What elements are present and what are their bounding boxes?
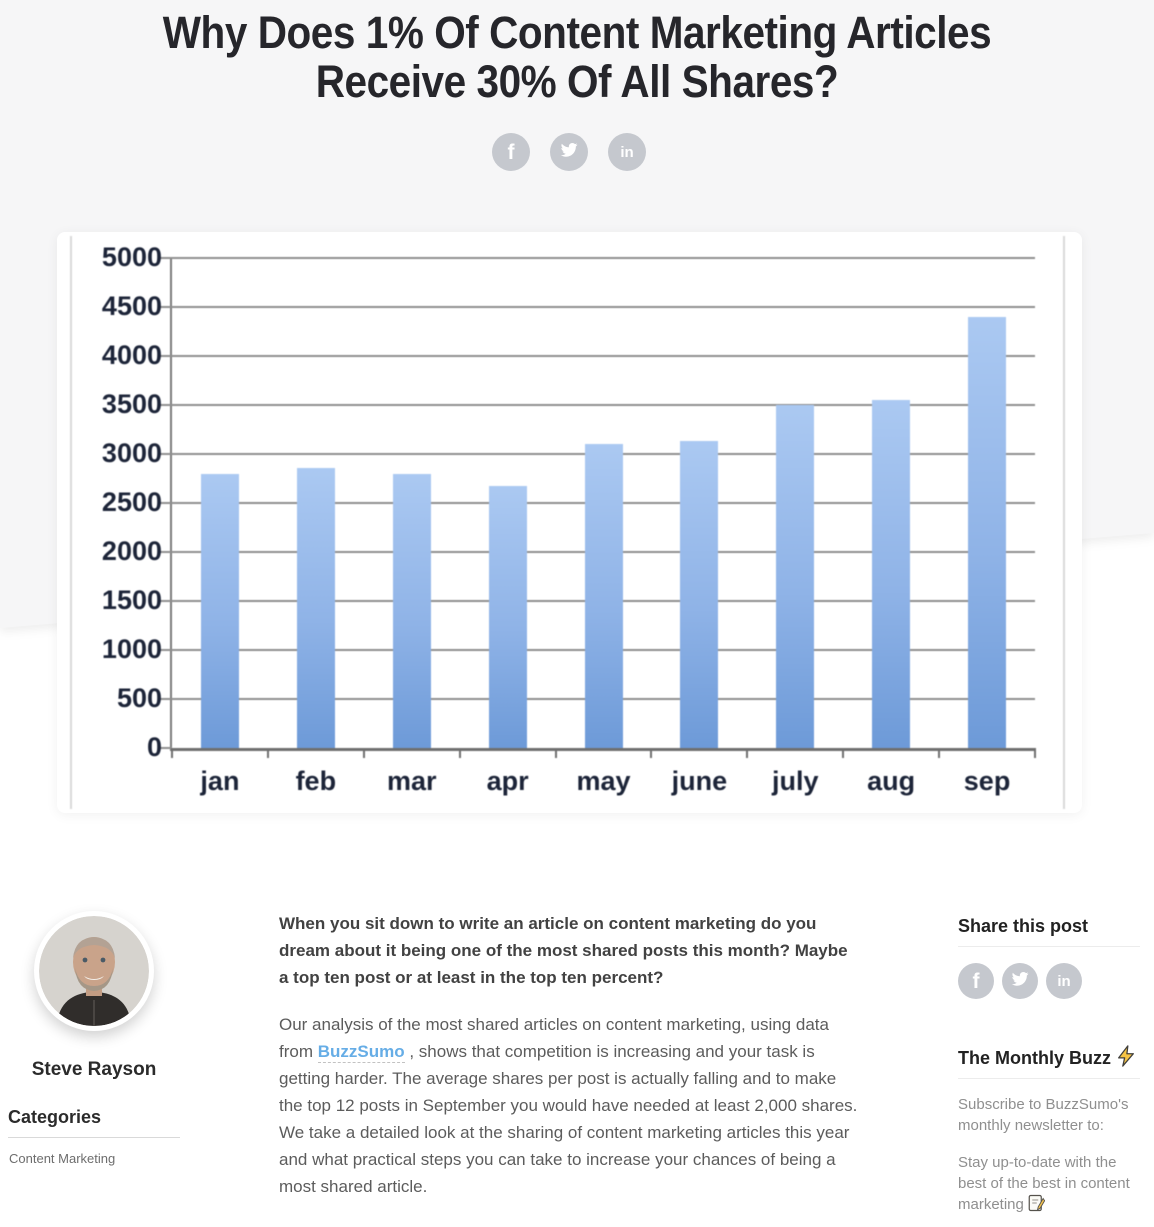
newsletter-benefit-text-inner: Stay up-to-date with the best of the bes… xyxy=(958,1154,1130,1213)
memo-icon xyxy=(1027,1194,1046,1218)
chart-x-tick xyxy=(842,748,845,758)
linkedin-icon: in xyxy=(620,143,634,161)
chart-y-tick xyxy=(160,257,172,259)
chart-x-axis xyxy=(170,748,1035,751)
linkedin-icon: in xyxy=(1057,972,1071,990)
chart-x-tick xyxy=(938,748,941,758)
chart-x-tick-label: jan xyxy=(200,766,240,796)
author-name: Steve Rayson xyxy=(31,1059,157,1080)
chart-bar-feb xyxy=(296,467,335,748)
chart-gridline xyxy=(172,355,1035,357)
newsletter-subscribe-text: Subscribe to BuzzSumo's monthly newslett… xyxy=(958,1096,1129,1134)
chart-y-tick-label: 2000 xyxy=(101,536,162,566)
chart-bar-sep xyxy=(968,316,1007,748)
chart-gridline xyxy=(172,257,1035,259)
linkedin-share-button[interactable]: in xyxy=(1046,963,1082,999)
chart-x-tick-label: apr xyxy=(486,766,529,796)
chart-x-tick xyxy=(1034,748,1036,758)
chart-y-tick xyxy=(160,453,172,455)
twitter-share-button[interactable] xyxy=(550,133,588,171)
newsletter-benefit-text: Stay up-to-date with the best of the bes… xyxy=(958,1152,1144,1218)
chart-bar-mar xyxy=(392,473,431,748)
chart-x-tick xyxy=(266,748,269,758)
chart-x-tick xyxy=(458,748,461,758)
chart-y-tick-label: 4500 xyxy=(101,291,162,321)
chart-bar-may xyxy=(584,444,623,748)
category-link-content-marketing[interactable]: Content Marketing xyxy=(9,1151,116,1166)
chart-x-tick-label: may xyxy=(576,766,631,796)
chart-x-tick-label: mar xyxy=(386,766,437,796)
page-title-line2: Receive 30% Of All Shares? xyxy=(315,56,839,107)
chart-gridline xyxy=(172,404,1035,406)
paragraph-text: , shows that competition is increasing a… xyxy=(279,1042,858,1196)
categories-heading: Categories xyxy=(8,1107,102,1127)
chart-image-right-edge xyxy=(1063,236,1065,809)
chart-y-tick xyxy=(160,649,172,651)
twitter-icon xyxy=(560,141,578,164)
facebook-share-button[interactable]: f xyxy=(492,133,530,171)
bar-chart-image: 0 500 1000 1500 2000 2500 3000 3500 4000 4500 5000… xyxy=(57,232,1082,813)
chart-y-tick-label: 3500 xyxy=(101,389,162,419)
chart-y-tick-label: 1500 xyxy=(101,585,162,615)
monthly-buzz-heading-text: The Monthly Buzz xyxy=(958,1048,1111,1068)
chart-gridline xyxy=(172,306,1035,308)
chart-x-tick xyxy=(650,748,653,758)
chart-x-tick-label: sep xyxy=(963,766,1011,796)
chart-plot-area: 0 500 1000 1500 2000 2500 3000 3500 4000 4500 5000… xyxy=(102,244,1036,796)
chart-bar-june xyxy=(680,441,719,748)
chart-bar-aug xyxy=(872,400,911,748)
chart-y-tick-label: 4000 xyxy=(101,340,162,370)
paragraph-text: Our analysis of the most shared articles… xyxy=(279,1015,829,1061)
chart-y-axis xyxy=(170,258,172,750)
chart-y-tick xyxy=(160,747,172,749)
chart-x-tick-label: aug xyxy=(867,766,916,796)
top-share-row: f in xyxy=(492,133,646,171)
chart-y-tick xyxy=(160,306,172,308)
chart-y-tick-label: 3000 xyxy=(101,438,162,468)
sidebar-divider xyxy=(958,1078,1140,1079)
chart-y-tick xyxy=(160,600,172,602)
chart-y-tick xyxy=(160,502,172,504)
sidebar-share-row: f in xyxy=(958,963,1082,999)
chart-bar-jan xyxy=(200,473,239,748)
chart-y-tick-label: 2500 xyxy=(101,487,162,517)
chart-bar-apr xyxy=(488,486,527,748)
chart-y-tick-label: 5000 xyxy=(101,242,162,272)
chart-x-tick-label: feb xyxy=(295,766,337,796)
twitter-icon xyxy=(1011,970,1029,993)
article-paragraph-2: Our analysis of the most shared articles… xyxy=(279,1011,861,1200)
article-body: When you sit down to write an article on… xyxy=(279,910,861,1200)
chart-x-tick xyxy=(554,748,557,758)
article-lead-paragraph: When you sit down to write an article on… xyxy=(279,914,848,987)
linkedin-share-button[interactable]: in xyxy=(608,133,646,171)
monthly-buzz-heading: The Monthly Buzz xyxy=(958,1045,1137,1072)
chart-x-tick xyxy=(746,748,749,758)
chart-x-tick-label: june xyxy=(671,766,728,796)
chart-x-tick xyxy=(171,748,173,758)
facebook-icon: f xyxy=(507,141,515,164)
facebook-share-button[interactable]: f xyxy=(958,963,994,999)
chart-bar-july xyxy=(776,405,815,748)
page-title-line1: Why Does 1% Of Content Marketing Article… xyxy=(162,7,992,58)
share-this-post-heading: Share this post xyxy=(958,916,1089,936)
chart-x-tick-label: july xyxy=(772,766,819,796)
sidebar-divider xyxy=(958,946,1140,947)
author-avatar xyxy=(34,911,154,1031)
chart-y-tick-label: 1000 xyxy=(101,634,162,664)
chart-y-tick-label: 500 xyxy=(116,683,162,713)
categories-divider xyxy=(8,1137,180,1138)
chart-y-tick xyxy=(160,404,172,406)
buzzsumo-link[interactable]: BuzzSumo xyxy=(317,1042,405,1063)
chart-y-tick-label: 0 xyxy=(146,732,162,762)
chart-y-tick xyxy=(160,698,172,700)
chart-y-tick xyxy=(160,355,172,357)
facebook-icon: f xyxy=(972,970,980,993)
twitter-share-button[interactable] xyxy=(1002,963,1038,999)
page-title: Why Does 1% Of Content Marketing Article… xyxy=(58,8,1097,106)
chart-x-tick xyxy=(362,748,365,758)
chart-image-left-edge xyxy=(70,236,72,809)
chart-y-tick xyxy=(160,551,172,553)
chart-card: 0 500 1000 1500 2000 2500 3000 3500 4000 4500 5000… xyxy=(57,232,1082,813)
lightning-bolt-icon xyxy=(1115,1045,1137,1072)
